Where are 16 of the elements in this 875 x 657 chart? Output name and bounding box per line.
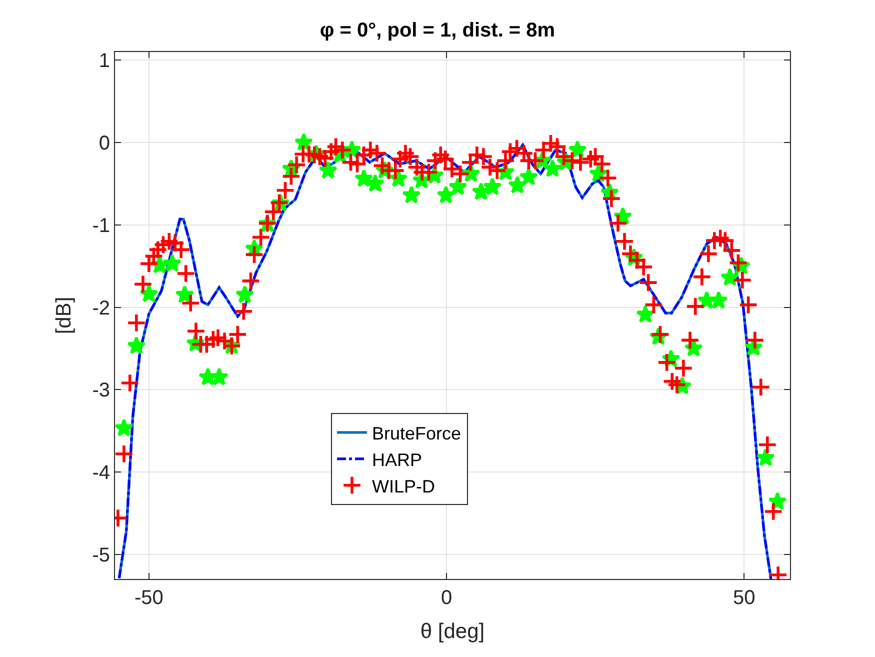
y-tick-label: -4: [92, 462, 110, 484]
y-tick-label: 1: [98, 50, 110, 72]
y-axis-title: [dB]: [52, 296, 76, 334]
x-axis-title: θ [deg]: [420, 620, 485, 644]
y-tick-label: -3: [92, 380, 110, 402]
legend-label: HARP: [372, 450, 422, 470]
y-tick-label: -2: [92, 297, 110, 320]
y-tick-label: 0: [98, 132, 110, 155]
x-tick-label: 0: [440, 587, 452, 609]
y-tick-label: -1: [92, 214, 110, 237]
x-tick-label: 50: [733, 587, 756, 609]
y-tick-label: -5: [92, 544, 110, 566]
x-tick-label: -50: [134, 587, 164, 609]
legend-label: BruteForce: [372, 423, 462, 444]
legend-label: WILP-D: [372, 476, 435, 496]
chart-title: φ = 0°, pol = 1, dist. = 8m: [320, 20, 556, 42]
